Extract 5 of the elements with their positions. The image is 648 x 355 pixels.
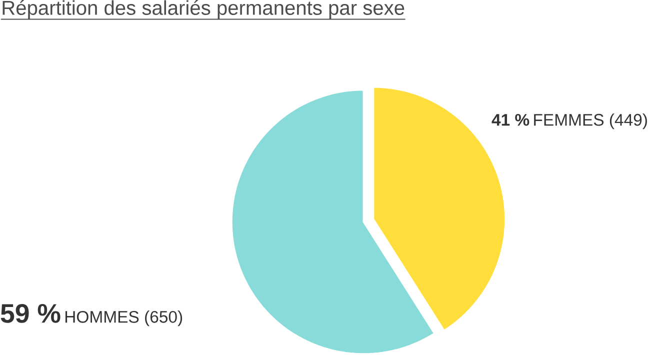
data-label: 59 %: [0, 304, 60, 323]
data-label: 41 %: [492, 114, 530, 126]
chart-title: Répartition des salariés permanents par sexe: [2, 0, 404, 20]
slice-label: HOMMES (650): [65, 310, 182, 326]
slice-label: FEMMES (449): [534, 114, 647, 130]
